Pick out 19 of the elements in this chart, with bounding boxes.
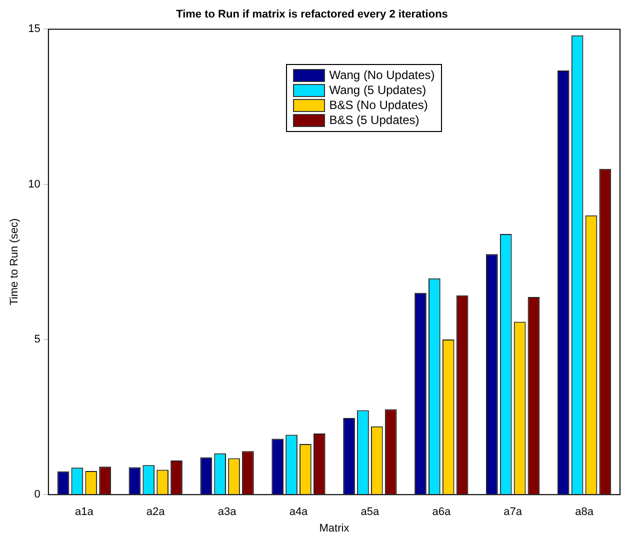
legend-label: Wang (No Updates) (328, 68, 435, 84)
y-tick-label: 5 (34, 334, 40, 346)
x-tick-label: a8a (575, 506, 594, 518)
legend-label: Wang (5 Updates) (328, 83, 428, 98)
x-tick-label: a2a (146, 506, 166, 518)
x-tick-label: a4a (289, 506, 309, 518)
x-tick-label: a7a (504, 506, 523, 518)
y-tick-label: 10 (28, 178, 40, 190)
x-tick-label: a6a (432, 506, 452, 518)
chart-title: Time to Run if matrix is refactored every 2 iterations (176, 8, 448, 21)
y-tick-label: 0 (34, 488, 40, 501)
y-tick-label: 15 (28, 23, 40, 36)
legend-label: B&S (No Updates) (328, 98, 429, 114)
y-axis-title: Time to Run (sec) (8, 218, 21, 306)
x-tick-label: a1a (74, 506, 94, 518)
x-tick-label: a5a (360, 506, 380, 518)
x-axis-title: Matrix (319, 522, 350, 534)
legend-label: B&S (5 Updates) (328, 113, 420, 128)
x-tick-label: a3a (218, 506, 238, 518)
